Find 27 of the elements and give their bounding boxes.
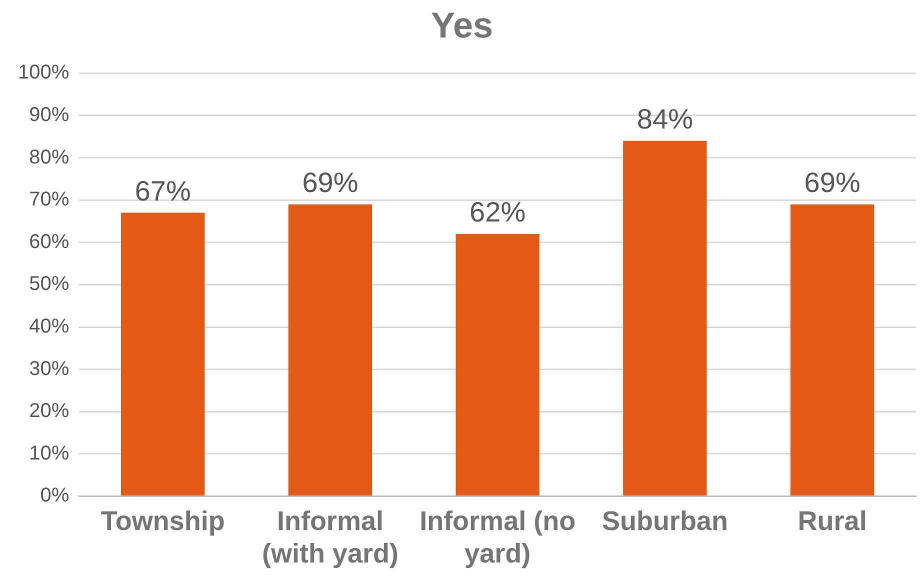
y-tick-label: 30% [29, 358, 70, 380]
y-tick-label: 80% [29, 146, 70, 168]
y-tick-label: 70% [29, 188, 70, 211]
data-label: 69% [302, 167, 358, 198]
x-tick-label: Informal (no yard) [420, 506, 576, 568]
bar [790, 204, 874, 496]
x-tick-label: Informal (with yard) [262, 506, 398, 568]
chart-title: Yes [430, 4, 494, 46]
data-label: 67% [134, 176, 191, 207]
x-tick-label: Suburban [602, 506, 728, 536]
y-tick-label: 90% [29, 104, 70, 126]
bar [120, 212, 205, 496]
data-label: 69% [804, 167, 860, 198]
bar [623, 140, 707, 496]
x-tick-label: Rural [798, 506, 867, 536]
bar [288, 204, 372, 496]
x-tick-label: Township [100, 506, 225, 536]
y-tick-label: 100% [18, 62, 70, 84]
y-tick-label: 10% [29, 442, 70, 464]
y-tick-label: 20% [29, 400, 70, 422]
data-label: 84% [636, 104, 693, 135]
y-tick-label: 40% [29, 316, 70, 338]
y-tick-label: 60% [29, 230, 70, 253]
data-label: 62% [470, 196, 526, 228]
bar [456, 234, 540, 496]
y-tick-label: 50% [29, 273, 70, 296]
y-tick-label: 0% [40, 484, 70, 507]
